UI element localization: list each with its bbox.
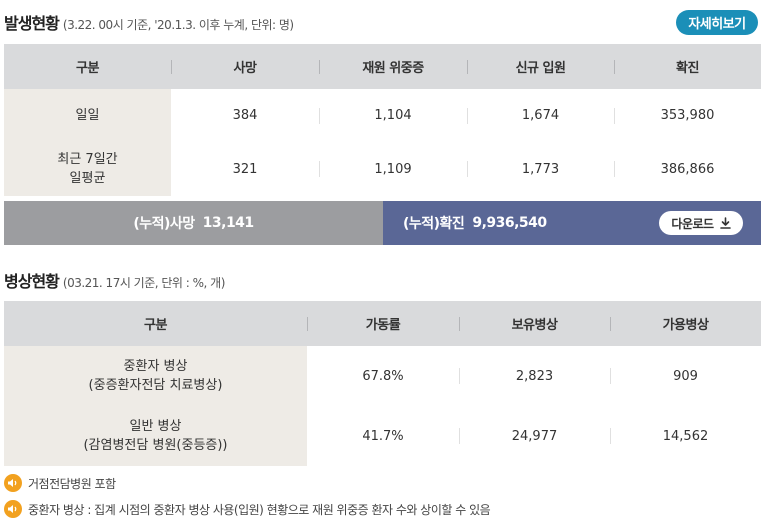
- utilization-value: 67.8%: [362, 368, 404, 384]
- utilization-value: 41.7%: [362, 428, 404, 444]
- header-confirmed: 확진: [614, 57, 761, 76]
- beds-table-header: 구분 가동률 보유병상 가용병상: [4, 301, 761, 346]
- critical-value: 1,104: [319, 89, 467, 142]
- table-row: 일반 병상 (감염병전담 병원(중등증)) 41.7% 24,977 14,56…: [4, 406, 761, 466]
- row-label-text: 최근 7일간: [57, 152, 118, 167]
- note-text: 거점전담병원 포함: [28, 476, 116, 491]
- row-label: 최근 7일간 일평균: [4, 142, 171, 196]
- new-admission-value: 1,674: [467, 89, 614, 142]
- row-label: 일반 병상 (감염병전담 병원(중등증)): [4, 406, 307, 466]
- row-label-text: 일평균: [69, 171, 106, 186]
- owned-beds-value: 2,823: [459, 346, 610, 406]
- note-text: 중환자 병상 : 집계 시점의 중환자 병상 사용(입원) 현황으로 재원 위중…: [28, 502, 491, 517]
- cumulative-deaths: (누적)사망 13,141: [4, 201, 383, 245]
- speaker-icon: [4, 500, 22, 518]
- row-label-text: (중증환자전담 치료병상): [88, 378, 223, 393]
- row-label: 일일: [4, 89, 171, 142]
- occurrence-subtitle: (3.22. 00시 기준, '20.1.3. 이후 누계, 단위: 명): [62, 18, 294, 32]
- cumulative-confirmed: (누적)확진 9,936,540 다운로드: [383, 201, 761, 245]
- available-beds-value: 909: [610, 346, 761, 406]
- confirmed-value: 386,866: [614, 142, 761, 196]
- occurrence-table: 구분 사망 재원 위중증 신규 입원 확진 일일 384 1,104 1,674…: [4, 44, 761, 196]
- table-row: 일일 384 1,104 1,674 353,980: [4, 89, 761, 142]
- beds-header: 병상현황 (03.21. 17시 기준, 단위 : %, 개): [4, 268, 225, 292]
- table-row: 중환자 병상 (중증환자전담 치료병상) 67.8% 2,823 909: [4, 346, 761, 406]
- header-owned-beds: 보유병상: [459, 314, 610, 333]
- cumulative-deaths-label: (누적)사망: [133, 216, 195, 232]
- header-critical: 재원 위중증: [319, 57, 467, 76]
- header-deaths: 사망: [171, 57, 319, 76]
- note-item: 거점전담병원 포함: [4, 474, 116, 492]
- occurrence-title: 발생현황: [4, 14, 60, 33]
- cumulative-confirmed-label: (누적)확진: [403, 216, 465, 232]
- occurrence-table-header: 구분 사망 재원 위중증 신규 입원 확진: [4, 44, 761, 89]
- owned-beds-value: 24,977: [459, 406, 610, 466]
- table-row: 최근 7일간 일평균 321 1,109 1,773 386,866: [4, 142, 761, 196]
- row-label-text: 일반 병상: [129, 419, 182, 434]
- row-label-text: (감염병전담 병원(중등증)): [83, 438, 228, 453]
- deaths-value: 321: [232, 161, 258, 177]
- header-available-beds: 가용병상: [610, 314, 761, 333]
- row-label-text: 중환자 병상: [123, 359, 188, 374]
- download-button-label: 다운로드: [671, 216, 714, 231]
- cumulative-confirmed-value: 9,936,540: [472, 215, 547, 231]
- critical-value: 1,109: [319, 142, 467, 196]
- cumulative-bar: (누적)사망 13,141 (누적)확진 9,936,540 다운로드: [4, 201, 761, 245]
- beds-subtitle: (03.21. 17시 기준, 단위 : %, 개): [62, 276, 226, 290]
- note-item: 중환자 병상 : 집계 시점의 중환자 병상 사용(입원) 현황으로 재원 위중…: [4, 500, 491, 518]
- row-label: 중환자 병상 (중증환자전담 치료병상): [4, 346, 307, 406]
- download-button[interactable]: 다운로드: [659, 211, 743, 235]
- beds-title: 병상현황: [4, 272, 60, 291]
- detail-view-button[interactable]: 자세히보기: [676, 10, 758, 35]
- download-icon: [719, 217, 731, 229]
- header-category: 구분: [76, 61, 99, 76]
- header-new-admission: 신규 입원: [467, 57, 614, 76]
- row-label-text: 일일: [75, 108, 100, 123]
- beds-table: 구분 가동률 보유병상 가용병상 중환자 병상 (중증환자전담 치료병상) 67…: [4, 301, 761, 466]
- deaths-value: 384: [232, 108, 258, 123]
- cumulative-deaths-value: 13,141: [202, 215, 255, 231]
- header-utilization: 가동률: [307, 314, 459, 333]
- occurrence-header: 발생현황 (3.22. 00시 기준, '20.1.3. 이후 누계, 단위: …: [4, 10, 294, 34]
- header-category: 구분: [144, 318, 167, 333]
- available-beds-value: 14,562: [610, 406, 761, 466]
- confirmed-value: 353,980: [614, 89, 761, 142]
- new-admission-value: 1,773: [467, 142, 614, 196]
- speaker-icon: [4, 474, 22, 492]
